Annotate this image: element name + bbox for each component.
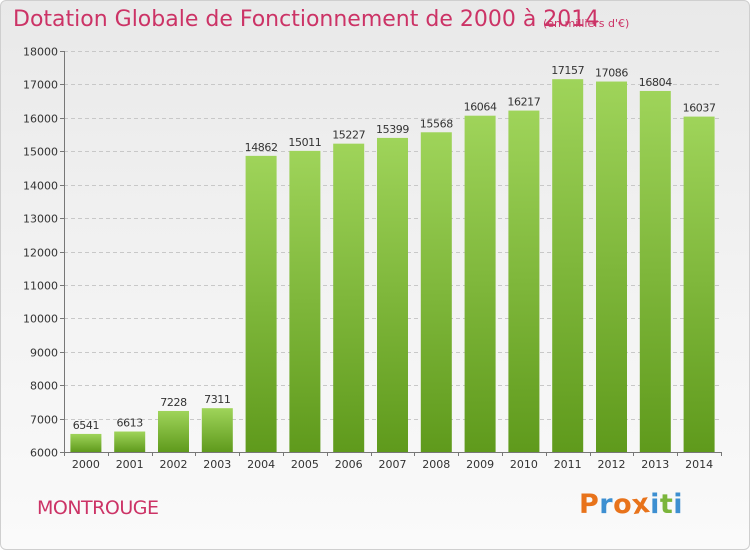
x-tick-label: 2008 — [422, 458, 450, 471]
y-tick-label: 14000 — [23, 180, 58, 193]
x-tick-label: 2011 — [554, 458, 582, 471]
axes — [60, 51, 722, 456]
value-label: 15399 — [376, 123, 409, 136]
bar-2009 — [464, 115, 496, 452]
y-tick-label: 15000 — [23, 146, 58, 159]
value-label: 17086 — [595, 67, 628, 80]
y-tick-label: 12000 — [23, 247, 58, 260]
y-tick-label: 8000 — [30, 380, 58, 393]
bar-2001 — [114, 431, 146, 452]
y-tick-label: 16000 — [23, 113, 58, 126]
value-label: 16037 — [683, 102, 716, 115]
x-tick-label: 2007 — [379, 458, 407, 471]
logo-letter: i — [673, 489, 684, 520]
place-name: MONTROUGE — [37, 497, 159, 519]
value-label: 16217 — [507, 96, 540, 109]
value-label: 6613 — [116, 417, 143, 430]
y-tick-label: 18000 — [23, 46, 58, 59]
value-label: 15227 — [332, 129, 365, 142]
x-tick-label: 2003 — [203, 458, 231, 471]
x-tick-label: 2009 — [466, 458, 494, 471]
bar-2011 — [552, 79, 584, 452]
value-label: 15011 — [288, 136, 321, 149]
logo-letter: i — [650, 489, 660, 520]
x-tick-label: 2014 — [685, 458, 713, 471]
proxiti-logo: Proxiti — [579, 487, 684, 522]
value-labels: 6541 6613 7228 7311 14862 15011 15227 15399 1556… — [73, 64, 717, 432]
value-label: 14862 — [245, 141, 278, 154]
x-tick-label: 2004 — [247, 458, 275, 471]
y-tick-label: 7000 — [30, 414, 58, 427]
chart-subtitle: (en milliers d'€) — [543, 17, 630, 30]
logo-letter: t — [659, 489, 674, 520]
y-tick-label: 11000 — [23, 280, 58, 293]
bar-2006 — [333, 143, 365, 452]
logo-letter: r — [599, 489, 614, 520]
bar-2005 — [289, 150, 321, 452]
x-tick-label: 2010 — [510, 458, 538, 471]
bar-2014 — [683, 116, 715, 452]
x-tick-label: 2012 — [598, 458, 626, 471]
bar-2008 — [420, 132, 452, 452]
bar-2000 — [70, 433, 102, 452]
value-label: 7228 — [160, 396, 187, 409]
y-tick-label: 6000 — [30, 447, 58, 460]
x-tick-label: 2006 — [335, 458, 363, 471]
value-label: 15568 — [420, 117, 453, 130]
logo-letter: o — [613, 489, 633, 520]
value-label: 17157 — [551, 64, 584, 77]
bar-2003 — [201, 408, 233, 452]
x-tick-label: 2013 — [641, 458, 669, 471]
x-tick-label: 2000 — [72, 458, 100, 471]
value-label: 7311 — [204, 393, 230, 406]
bar-2010 — [508, 110, 540, 453]
tick-labels: 6000 7000 8000 9000 10000 11000 12000 13000 1400… — [23, 46, 713, 472]
bar-2004 — [245, 155, 277, 452]
logo-letter: x — [630, 487, 653, 522]
value-label: 16804 — [639, 76, 672, 89]
y-tick-label: 13000 — [23, 213, 58, 226]
bar-2002 — [158, 410, 189, 452]
y-tick-label: 9000 — [30, 347, 58, 360]
bar-2007 — [377, 137, 408, 452]
bar-2012 — [596, 81, 627, 452]
logo-letter: P — [579, 489, 600, 520]
y-tick-label: 10000 — [23, 313, 58, 326]
chart-title: Dotation Globale de Fonctionnement de 20… — [13, 7, 600, 32]
bar-2013 — [639, 90, 671, 452]
y-tick-label: 17000 — [23, 79, 58, 92]
x-tick-label: 2001 — [116, 458, 144, 471]
value-label: 16064 — [464, 101, 497, 114]
value-label: 6541 — [73, 419, 99, 432]
bars — [70, 79, 715, 453]
x-tick-label: 2005 — [291, 458, 319, 471]
x-tick-label: 2002 — [160, 458, 188, 471]
